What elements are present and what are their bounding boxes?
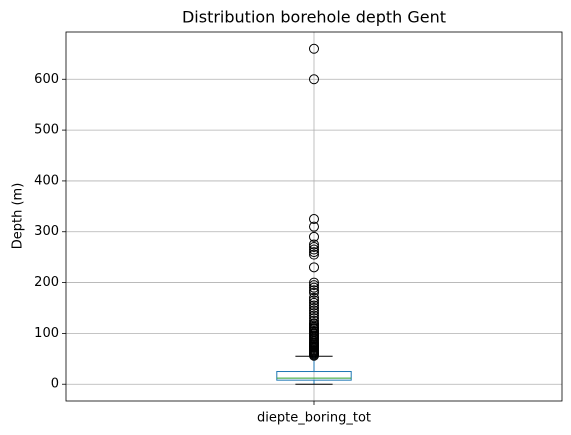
outlier <box>309 302 319 313</box>
outlier <box>309 239 319 250</box>
outlier <box>309 277 319 288</box>
outlier <box>309 313 319 324</box>
outlier <box>309 214 319 225</box>
y-tick-label: 400 <box>34 173 59 188</box>
outlier <box>309 221 319 232</box>
y-tick-label: 200 <box>34 275 59 290</box>
outlier <box>309 280 319 291</box>
outlier <box>309 247 319 258</box>
outlier <box>309 305 319 316</box>
x-tick-label: diepte_boring_tot <box>257 411 371 426</box>
outlier <box>309 318 319 329</box>
outlier <box>309 310 319 321</box>
outlier <box>309 287 319 298</box>
y-tick-label: 0 <box>51 377 59 392</box>
outlier <box>309 308 319 319</box>
outlier <box>309 244 319 255</box>
outlier <box>309 282 319 293</box>
axes-frame <box>65 31 563 402</box>
y-tick-label: 100 <box>34 326 59 341</box>
outlier <box>309 43 319 54</box>
y-tick-label: 500 <box>34 123 59 138</box>
outlier <box>309 74 319 85</box>
outlier <box>309 285 319 296</box>
outlier <box>309 300 319 311</box>
y-axis-label: Depth (m) <box>11 183 26 250</box>
chart-title: Distribution borehole depth Gent <box>182 8 446 27</box>
outlier <box>309 295 319 306</box>
outlier <box>309 315 319 326</box>
outlier <box>309 297 319 308</box>
outlier <box>309 231 319 242</box>
outlier <box>309 249 319 260</box>
outlier <box>309 292 319 303</box>
y-tick-label: 600 <box>34 72 59 87</box>
box <box>276 371 352 381</box>
outlier <box>309 262 319 273</box>
y-tick-label: 300 <box>34 224 59 239</box>
outlier <box>309 241 319 252</box>
